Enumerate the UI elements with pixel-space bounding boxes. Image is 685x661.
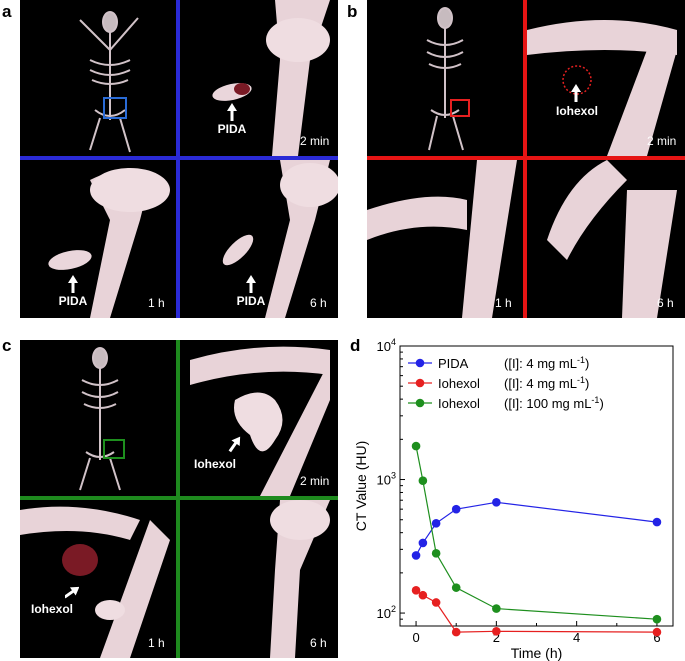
bone-render-1h-b [367, 160, 517, 318]
arrow-icon [246, 275, 256, 293]
time-label-6h-c: 6 h [310, 636, 327, 650]
panel-label-a: a [2, 2, 12, 21]
data-point [431, 519, 441, 528]
bone-render-1h-c [20, 506, 170, 658]
skeleton-overview-c [79, 347, 125, 491]
data-point [492, 627, 501, 636]
data-point [411, 586, 421, 595]
data-point [451, 627, 461, 637]
time-label-6h-b: 6 h [657, 296, 674, 310]
data-point [418, 538, 428, 548]
agent-label-6h-a: PIDA [236, 294, 266, 308]
divider-line-c-v [176, 340, 180, 658]
panel-label-c: c [2, 336, 12, 355]
legend-concentration: ([I]: 4 mg mL-1) [504, 355, 589, 371]
data-point [411, 441, 421, 451]
data-point [652, 627, 662, 637]
x-tick-label: 0 [412, 630, 419, 645]
agent-label-2min-b: Iohexol [555, 104, 598, 118]
legend-label: Iohexol [438, 376, 480, 391]
panel-label-b: b [347, 2, 358, 21]
arrow-icon [65, 586, 79, 599]
series-line [415, 445, 657, 620]
agent-label-2min-a: PIDA [217, 122, 247, 136]
bone-render-2min-c [190, 346, 330, 496]
divider-line-a-v [176, 0, 180, 318]
bone-render-6h-a [222, 160, 338, 318]
legend-marker [415, 358, 425, 368]
bone-render-6h-c [270, 500, 330, 658]
bone-render-2min-a [212, 0, 330, 156]
time-label-1h-c: 1 h [148, 636, 165, 650]
data-point [418, 476, 428, 486]
arrow-icon [227, 103, 237, 121]
time-label-2min-a: 2 min [300, 134, 330, 148]
x-tick-label: 2 [493, 630, 500, 645]
legend-concentration: ([I]: 100 mg mL-1) [504, 395, 604, 411]
data-point [451, 504, 461, 514]
data-point [492, 604, 501, 613]
legend-concentration: ([I]: 4 mg mL-1) [504, 375, 589, 391]
panel-label-d: d [350, 336, 361, 355]
skeleton-overview-a [79, 11, 139, 153]
legend-marker [415, 378, 425, 388]
agent-label-1h-c: Iohexol [30, 602, 73, 616]
y-axis-label: CT Value (HU) [353, 441, 369, 532]
data-point [431, 598, 441, 607]
data-point [418, 590, 428, 600]
legend-label: Iohexol [438, 396, 480, 411]
x-tick-label: 6 [653, 630, 660, 645]
ct-value-chart: 0 2 4 6 102 103 104 Time (h) CT Value (HU) PIDA ([… [353, 337, 674, 661]
data-point [411, 551, 421, 560]
arrow-icon [68, 275, 78, 293]
agent-label-2min-c: Iohexol [193, 457, 236, 471]
time-label-2min-c: 2 min [300, 474, 330, 488]
legend-marker [415, 398, 425, 408]
time-label-1h-a: 1 h [148, 296, 165, 310]
bone-render-2min-b [527, 20, 677, 156]
agent-label-1h-a: PIDA [58, 294, 88, 308]
time-label-1h-b: 1 h [495, 296, 512, 310]
time-label-6h-a: 6 h [310, 296, 327, 310]
time-label-2min-b: 2 min [647, 134, 677, 148]
legend-label: PIDA [438, 356, 469, 371]
arrow-icon [571, 84, 581, 102]
divider-line-b-v [523, 0, 527, 318]
data-point [451, 583, 461, 592]
data-point [652, 517, 662, 527]
arrow-icon [228, 436, 241, 453]
data-point [431, 549, 441, 558]
skeleton-overview-b [426, 7, 470, 151]
x-axis-label: Time (h) [511, 645, 563, 661]
data-point [492, 498, 501, 507]
data-point [652, 614, 662, 624]
bone-render-6h-b [547, 160, 677, 318]
x-tick-label: 4 [573, 630, 580, 645]
y-tick-label: 103 [377, 471, 396, 488]
bone-render-1h-a [48, 168, 170, 318]
y-tick-label: 104 [377, 337, 396, 354]
y-tick-label: 102 [377, 604, 396, 621]
